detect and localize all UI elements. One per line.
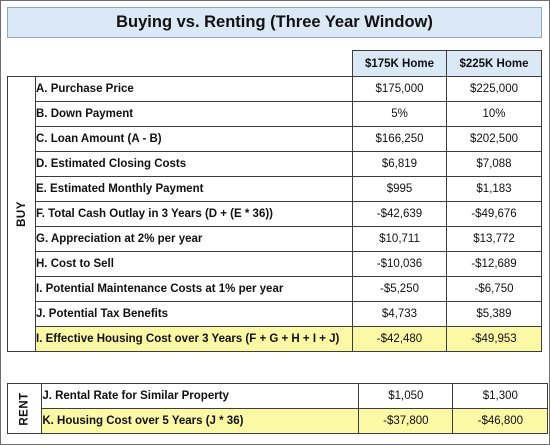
- table-row: BUY A. Purchase Price $175,000 $225,000: [7, 76, 542, 352]
- column-header-table: $175K Home $225K Home: [352, 50, 542, 77]
- table-row: E. Estimated Monthly Payment $995 $1,183: [8, 176, 542, 202]
- row-label-cell: B. Down Payment: [35, 101, 353, 127]
- table-row: I. Effective Housing Cost over 3 Years (…: [8, 326, 542, 352]
- column-header-225k: $225K Home: [446, 50, 542, 77]
- table-row: I. Potential Maintenance Costs at 1% per…: [8, 276, 542, 302]
- value-225k-cell: -$6,750: [446, 276, 542, 302]
- value-225k-cell: $1,183: [446, 176, 542, 202]
- value-175k-cell: -$42,639: [352, 201, 447, 227]
- row-label-cell: J. Rental Rate for Similar Property: [41, 383, 360, 409]
- value-225k-cell: $5,389: [446, 301, 542, 327]
- value-175k-cell: $995: [352, 176, 447, 202]
- value-175k-cell: 5%: [352, 101, 447, 127]
- value-175k-cell: -$10,036: [352, 251, 447, 277]
- title-text: Buying vs. Renting (Three Year Window): [116, 13, 433, 31]
- value-175k-cell: $166,250: [352, 126, 447, 152]
- table-row: K. Housing Cost over 5 Years (J * 36) -$3…: [8, 408, 549, 434]
- value-175k-cell: -$42,480: [352, 326, 447, 352]
- table-row: RENT J. Rental Rate for Similar Property $…: [6, 383, 549, 434]
- value-225k-cell: -$12,689: [446, 251, 542, 277]
- value-225k-cell: -$46,800: [452, 408, 549, 434]
- value-225k-cell: $225,000: [446, 76, 542, 102]
- row-label-cell: G. Appreciation at 2% per year: [35, 226, 353, 252]
- row-label-cell: I. Effective Housing Cost over 3 Years (…: [35, 326, 353, 352]
- buy-rows: BUY A. Purchase Price $175,000 $225,000 B. D…: [7, 76, 542, 352]
- table-row: D. Estimated Closing Costs $6,819 $7,088: [8, 151, 542, 177]
- column-header-row: $175K Home $225K Home: [352, 50, 542, 77]
- value-225k-cell: 10%: [446, 101, 542, 127]
- buy-section-table: BUY A. Purchase Price $175,000 $225,000 B. D…: [7, 76, 542, 352]
- row-label-cell: C. Loan Amount (A - B): [35, 126, 353, 152]
- row-label-cell: K. Housing Cost over 5 Years (J * 36): [41, 408, 360, 434]
- table-row: B. Down Payment 5% 10%: [8, 101, 542, 127]
- value-225k-cell: $202,500: [446, 126, 542, 152]
- table-row: G. Appreciation at 2% per year $10,711 $13…: [8, 226, 542, 252]
- row-label-cell: E. Estimated Monthly Payment: [35, 176, 353, 202]
- rent-section-table: RENT J. Rental Rate for Similar Property $…: [6, 383, 549, 434]
- row-label-cell: I. Potential Maintenance Costs at 1% per…: [35, 276, 353, 302]
- value-225k-cell: $13,772: [446, 226, 542, 252]
- column-header-175k: $175K Home: [352, 50, 447, 77]
- rent-rows: RENT J. Rental Rate for Similar Property $…: [6, 383, 549, 434]
- row-label-cell: J. Potential Tax Benefits: [35, 301, 353, 327]
- row-label-cell: F. Total Cash Outlay in 3 Years (D + (E …: [35, 201, 353, 227]
- value-225k-cell: $7,088: [446, 151, 542, 177]
- buy-section-label: BUY: [7, 76, 36, 352]
- value-225k-cell: -$49,953: [446, 326, 542, 352]
- table-row: J. Potential Tax Benefits $4,733 $5,389: [8, 301, 542, 327]
- row-label-cell: H. Cost to Sell: [35, 251, 353, 277]
- value-225k-cell: $1,300: [452, 383, 549, 409]
- value-175k-cell: $10,711: [352, 226, 447, 252]
- rent-section-label: RENT: [6, 383, 43, 434]
- row-label-cell: A. Purchase Price: [35, 76, 353, 102]
- value-175k-cell: $175,000: [352, 76, 447, 102]
- value-175k-cell: $6,819: [352, 151, 447, 177]
- table-title: Buying vs. Renting (Three Year Window): [7, 7, 542, 38]
- rent-section-label-text: RENT: [18, 391, 31, 426]
- value-175k-cell: -$5,250: [352, 276, 447, 302]
- value-225k-cell: -$49,676: [446, 201, 542, 227]
- table-row: H. Cost to Sell -$10,036 -$12,689: [8, 251, 542, 277]
- row-label-cell: D. Estimated Closing Costs: [35, 151, 353, 177]
- table-row: C. Loan Amount (A - B) $166,250 $202,500: [8, 126, 542, 152]
- value-175k-cell: $4,733: [352, 301, 447, 327]
- value-175k-cell: $1,050: [358, 383, 454, 409]
- table-row: F. Total Cash Outlay in 3 Years (D + (E …: [8, 201, 542, 227]
- value-175k-cell: -$37,800: [358, 408, 454, 434]
- buy-section-label-text: BUY: [15, 201, 28, 227]
